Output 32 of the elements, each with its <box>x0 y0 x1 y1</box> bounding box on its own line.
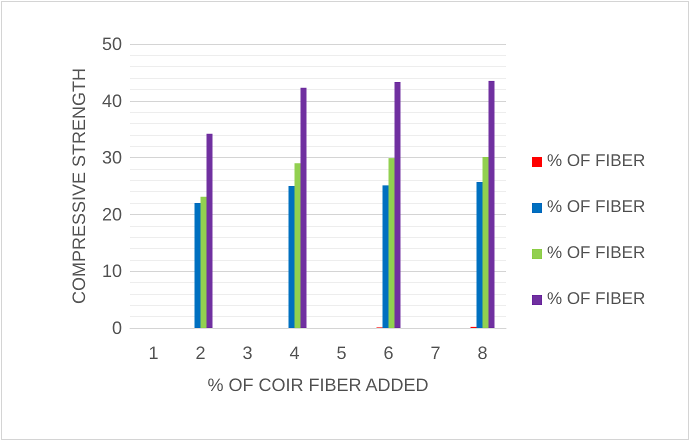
bar <box>300 88 306 328</box>
bar <box>382 185 388 328</box>
x-tick-label: 7 <box>430 343 441 363</box>
y-axis-title: COMPRESSIVE STRENGTH <box>69 68 89 304</box>
legend-label: % OF FIBER <box>547 289 646 308</box>
y-tick-label: 50 <box>102 34 122 54</box>
legend-label: % OF FIBER <box>547 151 646 170</box>
y-tick-label: 0 <box>112 318 122 338</box>
bar <box>288 186 294 328</box>
x-tick-label: 2 <box>195 343 206 363</box>
legend-label: % OF FIBER <box>547 243 646 262</box>
x-tick-label: 5 <box>336 343 347 363</box>
x-tick-label: 6 <box>383 343 394 363</box>
x-tick-label: 4 <box>289 343 300 363</box>
y-tick-label: 30 <box>102 148 122 168</box>
bar <box>294 163 300 328</box>
bar <box>488 80 494 328</box>
bar <box>194 203 200 328</box>
y-tick-label: 20 <box>102 204 122 224</box>
x-tick-label: 8 <box>477 343 488 363</box>
legend-label: % OF FIBER <box>547 197 646 216</box>
bar <box>388 158 394 328</box>
bar <box>394 82 400 328</box>
bar <box>476 182 482 328</box>
x-axis-title: % OF COIR FIBER ADDED <box>207 375 429 395</box>
x-tick-label: 3 <box>242 343 253 363</box>
bar <box>200 196 206 328</box>
y-tick-label: 10 <box>102 261 122 282</box>
bar <box>482 157 488 328</box>
y-tick-label: 40 <box>102 90 122 111</box>
x-tick-label: 1 <box>148 343 159 363</box>
bar <box>206 134 212 328</box>
